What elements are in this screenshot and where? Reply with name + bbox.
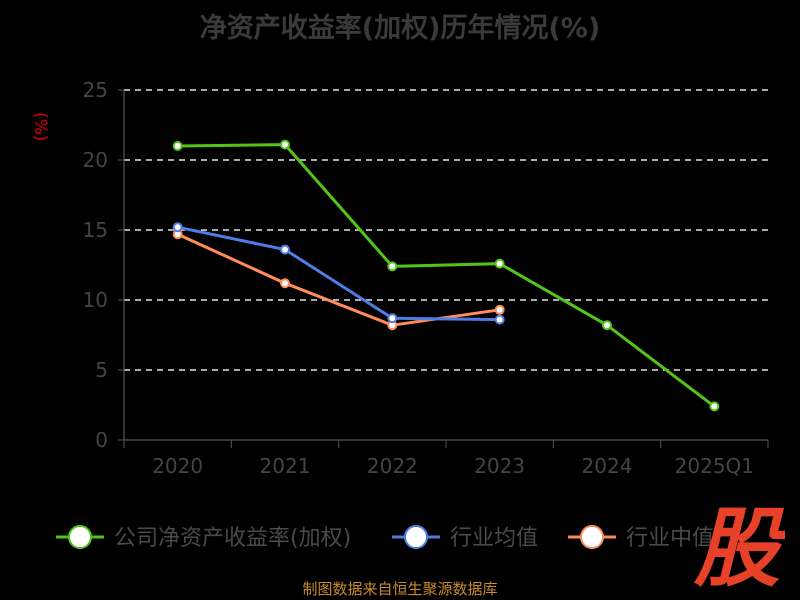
- data-point[interactable]: [280, 278, 290, 289]
- y-tick-label: 10: [83, 288, 108, 312]
- data-point[interactable]: [280, 139, 290, 150]
- data-point[interactable]: [387, 313, 398, 324]
- series-line: [177, 143, 716, 408]
- x-tick-label: 2025Q1: [675, 454, 754, 478]
- data-point[interactable]: [387, 261, 398, 272]
- legend-item[interactable]: 行业均值: [392, 525, 538, 551]
- data-point[interactable]: [280, 244, 290, 255]
- x-tick-label: 2023: [474, 454, 525, 478]
- legend: 公司净资产收益率(加权) 行业均值 行业中值: [56, 525, 714, 551]
- x-tick-label: 2022: [367, 454, 418, 478]
- y-tick-label: 20: [83, 148, 108, 172]
- legend-marker: [404, 525, 428, 549]
- x-tick-label: 2024: [582, 454, 633, 478]
- legend-marker: [68, 525, 92, 549]
- y-tick-label: 5: [95, 358, 108, 382]
- series-line: [177, 232, 500, 327]
- series-line: [177, 225, 500, 322]
- series-2: [172, 229, 505, 331]
- stock-logo-icon: 股: [693, 500, 785, 590]
- y-tick-label: 15: [83, 218, 108, 242]
- data-point[interactable]: [709, 401, 720, 412]
- series-0: [172, 139, 720, 412]
- legend-label: 行业均值: [450, 526, 538, 551]
- grid-lines: [124, 89, 768, 371]
- y-tick-label: 25: [83, 78, 108, 102]
- legend-label: 公司净资产收益率(加权): [114, 526, 351, 551]
- data-point[interactable]: [494, 258, 505, 269]
- data-point[interactable]: [172, 141, 183, 151]
- data-point[interactable]: [494, 314, 505, 325]
- legend-item[interactable]: 公司净资产收益率(加权): [56, 525, 351, 551]
- axes: 0 5 10 15 20 25 2020 2021 2022 2023 2024 2025Q1: [83, 78, 769, 478]
- legend-item[interactable]: 行业中值: [568, 525, 714, 551]
- svg-text:股: 股: [693, 500, 785, 590]
- legend-marker: [580, 525, 604, 549]
- source-note: 制图数据来自恒生聚源数据库: [302, 580, 498, 598]
- data-point[interactable]: [602, 320, 612, 331]
- x-tick-label: 2021: [260, 454, 311, 478]
- series-1: [172, 222, 505, 325]
- data-point[interactable]: [172, 222, 183, 233]
- series-lines: [172, 139, 720, 412]
- legend-label: 行业中值: [626, 526, 714, 551]
- chart-title: 净资产收益率(加权)历年情况(%): [199, 13, 601, 44]
- y-tick-label: 0: [95, 428, 108, 452]
- x-tick-label: 2020: [152, 454, 203, 478]
- data-point[interactable]: [494, 304, 505, 315]
